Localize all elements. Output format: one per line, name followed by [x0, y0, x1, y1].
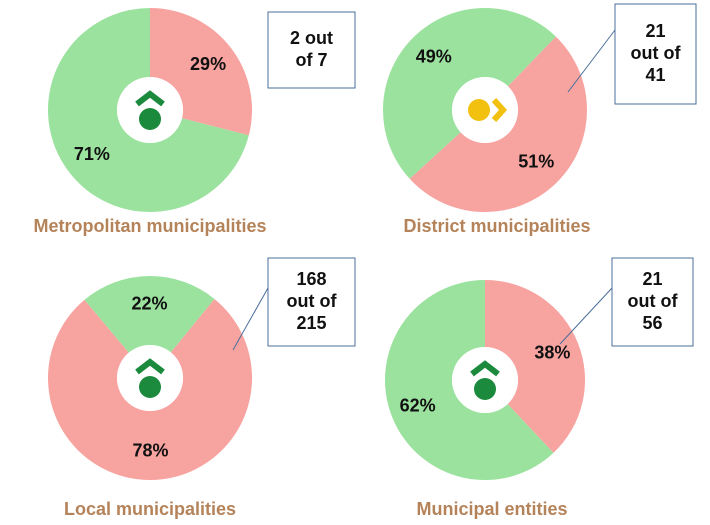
- donut-slice: [48, 298, 253, 481]
- callout-text: of 7: [295, 50, 327, 70]
- donut-slice: [48, 8, 249, 212]
- callout-text: 41: [645, 65, 665, 85]
- callout-text: out of: [631, 43, 682, 63]
- callout-text: 215: [296, 313, 326, 333]
- logo-chevron: [135, 90, 165, 107]
- slice-label: 62%: [400, 395, 436, 415]
- callout-text: out of: [287, 291, 338, 311]
- chart-title: District municipalities: [403, 216, 590, 236]
- slice-label: 51%: [518, 151, 554, 171]
- chart-title: Local municipalities: [64, 499, 236, 519]
- slice-value: 71: [74, 144, 94, 164]
- slice-label: 29%: [190, 54, 226, 74]
- callout-box: [267, 257, 356, 347]
- logo-dot: [474, 378, 496, 400]
- logo-dot: [468, 99, 490, 121]
- callout-box: [611, 257, 694, 347]
- donut-slice: [485, 280, 585, 453]
- percent-sign: %: [554, 342, 570, 362]
- slice-value: 38: [534, 342, 554, 362]
- callout-text: 56: [642, 313, 662, 333]
- percent-sign: %: [420, 395, 436, 415]
- percent-sign: %: [151, 293, 167, 313]
- slice-label: 78%: [132, 440, 168, 460]
- slice-label: 38%: [534, 342, 570, 362]
- callout-text: out of: [628, 291, 679, 311]
- slice-value: 22: [131, 293, 151, 313]
- logo-dot: [139, 108, 161, 130]
- callout-text: 21: [645, 21, 665, 41]
- slice-label: 71%: [74, 144, 110, 164]
- slice-label: 22%: [131, 293, 167, 313]
- slice-value: 49: [416, 46, 436, 66]
- donut-slice: [84, 276, 215, 353]
- slice-value: 62: [400, 395, 420, 415]
- chart-title: Municipal entities: [416, 499, 567, 519]
- percent-sign: %: [436, 46, 452, 66]
- logo-chevron: [135, 358, 165, 375]
- slice-value: 51: [518, 151, 538, 171]
- logo-dot: [139, 376, 161, 398]
- percent-sign: %: [153, 440, 169, 460]
- slice-value: 78: [132, 440, 152, 460]
- callout-text: 2 out: [290, 28, 333, 48]
- logo-chevron: [470, 360, 500, 377]
- logo-chevron: [491, 97, 508, 123]
- callout-line: [559, 287, 613, 345]
- slice-label: 49%: [416, 46, 452, 66]
- donut-slice: [384, 280, 554, 480]
- callout-line: [567, 29, 616, 93]
- donut-slice: [150, 8, 252, 136]
- callout-line: [232, 287, 269, 351]
- donut-slice: [409, 36, 587, 212]
- chart-title: Metropolitan municipalities: [33, 216, 266, 236]
- callout-box: [614, 3, 697, 105]
- percent-sign: %: [94, 144, 110, 164]
- callout-text: 168: [296, 269, 326, 289]
- percent-sign: %: [538, 151, 554, 171]
- callout-text: 21: [642, 269, 662, 289]
- callout-box: [267, 11, 356, 89]
- slice-value: 29: [190, 54, 210, 74]
- donut-slice: [382, 7, 556, 179]
- percent-sign: %: [210, 54, 226, 74]
